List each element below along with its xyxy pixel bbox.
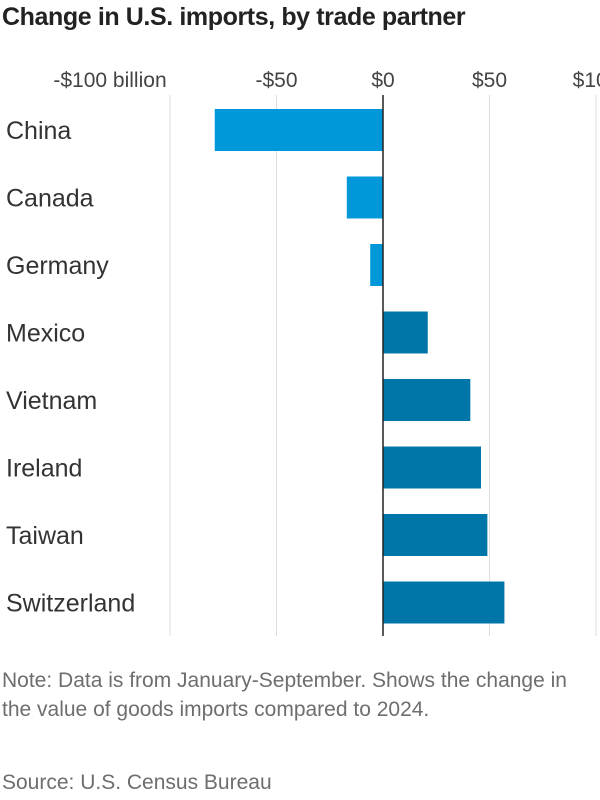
bar-mexico	[383, 311, 428, 354]
gridlines	[169, 95, 597, 636]
bar-switzerland	[383, 581, 505, 624]
category-label: Canada	[6, 185, 94, 213]
chart-note: Note: Data is from January-September. Sh…	[2, 669, 567, 721]
bar-chart: -$100 billion -$50 $0 $50 $100 China Canada Ge…	[6, 69, 600, 636]
category-label: Ireland	[6, 455, 82, 483]
chart-source: Source: U.S. Census Bureau	[2, 771, 272, 794]
category-label: Mexico	[6, 320, 85, 348]
bar-germany	[370, 244, 383, 286]
category-label: Switzerland	[6, 590, 135, 618]
x-tick-label: -$50	[255, 69, 297, 92]
x-axis-tick-labels: -$100 billion -$50 $0 $50 $100	[53, 69, 600, 92]
bar-ireland	[383, 446, 481, 489]
x-tick-label: $0	[371, 69, 394, 92]
bars	[214, 109, 505, 624]
category-labels: China Canada Germany Mexico Vietnam Ireland Ta…	[6, 117, 135, 618]
bar-vietnam	[383, 379, 471, 421]
bar-taiwan	[383, 514, 488, 556]
chart-title: Change in U.S. imports, by trade partner	[2, 3, 466, 31]
x-tick-label: $50	[472, 69, 507, 92]
category-label: Germany	[6, 252, 109, 280]
category-label: Taiwan	[6, 522, 84, 550]
x-tick-label: -$100 billion	[53, 69, 166, 92]
category-label: Vietnam	[6, 387, 97, 415]
bar-canada	[346, 176, 383, 219]
x-tick-label: $100	[573, 69, 600, 92]
bar-china	[214, 109, 383, 151]
category-label: China	[6, 117, 71, 145]
